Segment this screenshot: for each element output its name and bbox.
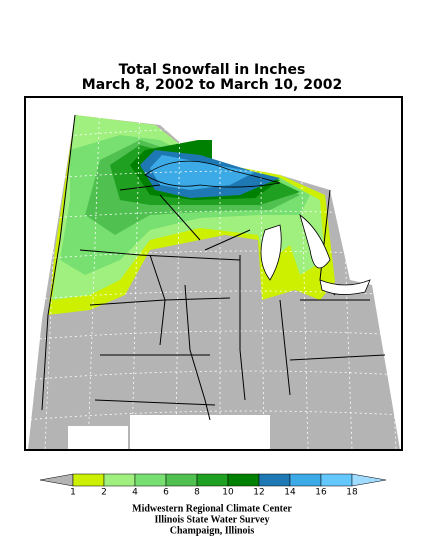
credit: Illinois State Water Survey: [155, 514, 270, 525]
colorbar-bin: [165, 473, 198, 487]
graticule: [24, 96, 403, 451]
state-boundaries: [41, 114, 386, 421]
colorbar-label: 16: [315, 488, 327, 498]
colorbar-label: 10: [222, 488, 234, 498]
lakes: [260, 213, 371, 295]
no-data: [68, 426, 128, 450]
colorbar-bin: [103, 473, 136, 487]
colorbar-label: 1: [70, 488, 76, 498]
colorbar-bin: [72, 473, 105, 487]
colorbar-high: [351, 473, 387, 487]
colorbar-label: 18: [346, 488, 358, 498]
colorbar-label: 2: [101, 488, 107, 498]
credit: Midwestern Regional Climate Center: [132, 503, 292, 514]
colorbar: 1 2 4 6 8 10 12 14 16 18: [39, 473, 387, 498]
colorbar-bin: [227, 473, 260, 487]
colorbar-bin: [289, 473, 322, 487]
title-line: Total Snowfall in Inches: [119, 62, 306, 78]
credit: Champaign, Illinois: [170, 525, 255, 536]
map: [24, 96, 403, 451]
colorbar-bin: [196, 473, 229, 487]
colorbar-label: 14: [284, 488, 296, 498]
map-frame: [24, 96, 403, 451]
colorbar-label: 6: [163, 488, 169, 498]
title-line: March 8, 2002 to March 10, 2002: [82, 77, 342, 93]
colorbar-bin: [258, 473, 291, 487]
colorbar-bin: [134, 473, 167, 487]
colorbar-label: 8: [194, 488, 200, 498]
no-data: [130, 415, 270, 450]
colorbar-bin: [320, 473, 353, 487]
colorbar-low: [39, 473, 74, 487]
colorbar-label: 4: [132, 488, 138, 498]
colorbar-label: 12: [253, 488, 264, 498]
snow-14: [150, 155, 255, 190]
lake-superior: [144, 160, 281, 188]
